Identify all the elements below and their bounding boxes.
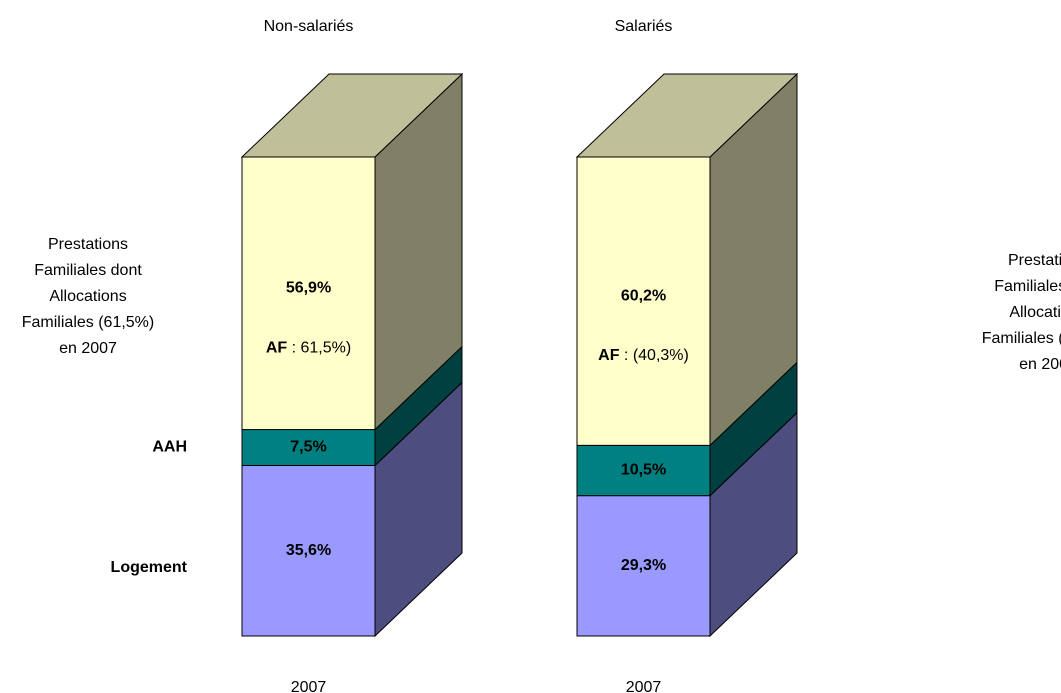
chart-title: Non-salariés (264, 18, 354, 35)
annotation: AF : (40,3%) (598, 347, 689, 364)
x-tick-label: 2007 (626, 679, 662, 693)
annotation-bold: AF (266, 339, 288, 356)
x-tick-label: 2007 (291, 679, 327, 693)
chart-title: Salariés (615, 18, 673, 35)
annotation: AF : 61,5%) (266, 339, 351, 356)
legend-label: AAH (152, 439, 187, 456)
legend-label: Logement (111, 559, 188, 576)
legend-label: Prestations Familiales dont Allocations … (21, 236, 155, 357)
bar (241, 156, 376, 431)
value-label: 56,9% (286, 279, 331, 296)
value-label: 7,5% (290, 439, 326, 456)
bar (576, 495, 711, 637)
bar (241, 429, 376, 466)
value-label: 60,2% (621, 287, 666, 304)
annotation-text: : 61,5%) (287, 339, 351, 356)
value-label: 35,6% (286, 542, 331, 559)
annotation-bold: AF (598, 347, 620, 364)
bar (576, 444, 711, 497)
annotation-text: : (40,3%) (619, 347, 688, 364)
value-label: 29,3% (621, 557, 666, 574)
side-label: Prestations Familiales dont Allocations … (981, 252, 1061, 373)
value-label: 10,5% (621, 462, 666, 479)
bar (576, 156, 711, 446)
bar (241, 464, 376, 637)
